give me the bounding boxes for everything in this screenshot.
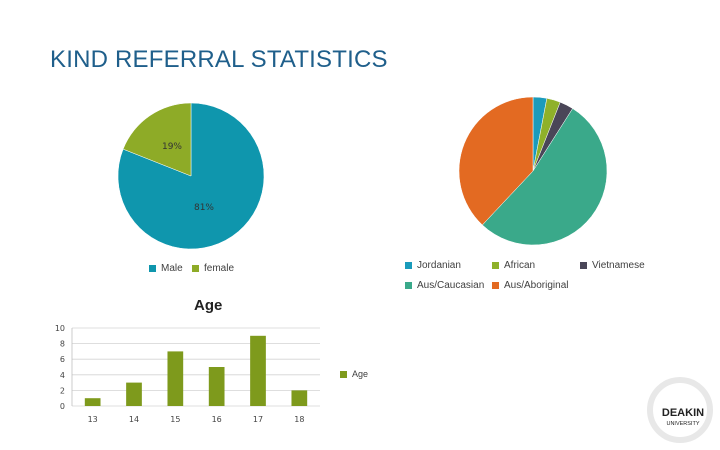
pie-slice-female — [122, 102, 192, 177]
pie-slice-aus-caucasian — [481, 108, 608, 246]
x-tick-label: 17 — [253, 415, 263, 424]
logo-text-bottom: UNIVERSITY — [666, 421, 699, 427]
y-tick-label: 10 — [55, 324, 65, 333]
logo-ring — [647, 377, 713, 443]
x-tick-label: 14 — [129, 415, 139, 424]
gender-legend-female: female — [192, 263, 234, 274]
bar-age-16 — [208, 367, 225, 406]
african-swatch — [492, 262, 499, 269]
ethnicity-legend-vietnamese: Vietnamese — [580, 260, 645, 271]
pie-slice-aus-aboriginal — [458, 96, 534, 226]
legend-label: Male — [161, 263, 183, 274]
female-swatch — [192, 265, 199, 272]
male-swatch — [149, 265, 156, 272]
y-tick-label: 8 — [60, 340, 65, 349]
x-tick-label: 13 — [88, 415, 98, 424]
pie-slice-male — [117, 102, 265, 250]
y-tick-label: 4 — [60, 371, 65, 380]
y-tick-label: 2 — [60, 386, 65, 395]
ethnicity-legend-african: African — [492, 260, 535, 271]
legend-label: Aus/Aboriginal — [504, 280, 569, 291]
aus-caucasian-swatch — [405, 282, 412, 289]
bar-age-14 — [126, 382, 142, 406]
age-legend: Age — [340, 369, 368, 379]
gender-legend-male: Male — [149, 263, 183, 274]
legend-label: Aus/Caucasian — [417, 280, 485, 291]
ethnicity-pie-chart — [458, 96, 608, 246]
x-tick-label: 16 — [212, 415, 222, 424]
age-chart-title: Age — [194, 297, 223, 314]
ethnicity-legend-aus-caucasian: Aus/Caucasian — [405, 280, 484, 291]
aus-aboriginal-swatch — [492, 282, 499, 289]
legend-label: female — [204, 263, 235, 274]
age-swatch — [340, 370, 347, 378]
x-tick-label: 18 — [294, 415, 304, 424]
age-bar-chart: 0 2 4 6 8 10 13 14 15 16 17 18 — [55, 324, 320, 424]
y-tick-label: 6 — [60, 355, 65, 364]
logo-text-top: DEAKIN — [662, 407, 704, 419]
deakin-university-logo: DEAKIN UNIVERSITY — [647, 377, 713, 443]
vietnamese-swatch — [580, 262, 587, 269]
jordanian-swatch — [405, 262, 412, 269]
bar-age-15 — [167, 351, 184, 406]
legend-label: Jordanian — [417, 260, 461, 271]
bar-age-18 — [291, 390, 308, 406]
x-tick-label: 15 — [170, 415, 180, 424]
legend-label: Vietnamese — [592, 260, 645, 271]
pie-label-female: 19% — [162, 142, 182, 152]
bar-age-17 — [250, 335, 266, 406]
ethnicity-legend-jordanian: Jordanian — [405, 260, 461, 271]
slide-title: KIND REFERRAL STATISTICS — [50, 46, 388, 73]
legend-label: African — [504, 260, 536, 271]
pie-label-male: 81% — [194, 203, 214, 213]
legend-label: Age — [352, 369, 369, 379]
y-tick-label: 0 — [60, 402, 65, 411]
ethnicity-legend-aus-aboriginal: Aus/Aboriginal — [492, 280, 568, 291]
bar-age-13 — [84, 398, 101, 406]
gender-pie-chart: 81% 19% — [117, 102, 265, 250]
